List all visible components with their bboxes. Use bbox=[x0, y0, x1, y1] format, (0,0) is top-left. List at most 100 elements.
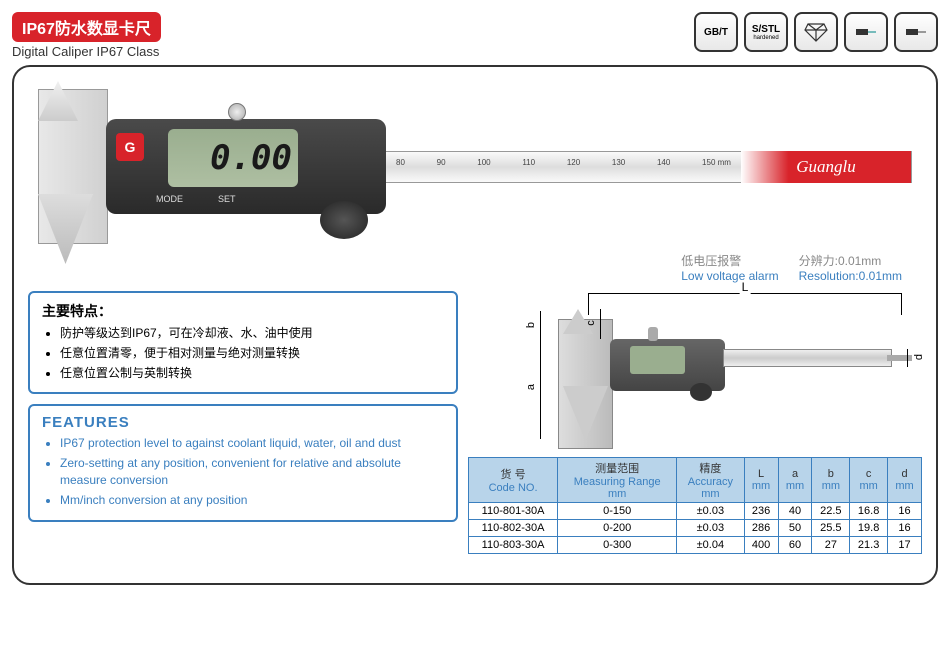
feature-cn-item: 任意位置清零，便于相对测量与绝对测量转换 bbox=[60, 345, 444, 362]
badge-gbt: GB/T bbox=[694, 12, 738, 52]
spec-lv-cn: 低电压报警 bbox=[681, 252, 778, 269]
cell-b: 25.5 bbox=[812, 520, 850, 537]
dim-line-c bbox=[600, 309, 614, 339]
main-frame: 80 90 100 110 120 130 140 150 mm Guanglu… bbox=[12, 65, 938, 585]
features-cn-box: 主要特点： 防护等级达到IP67，可在冷却液、水、油中使用 任意位置清零，便于相… bbox=[28, 291, 458, 394]
features-en-title: FEATURES bbox=[42, 414, 444, 431]
feature-cn-item: 防护等级达到IP67，可在冷却液、水、油中使用 bbox=[60, 325, 444, 342]
spec-lowvoltage: 低电压报警 Low voltage alarm bbox=[681, 252, 778, 283]
beam: 80 90 100 110 120 130 140 150 mm Guanglu bbox=[383, 151, 912, 183]
dim-line-L: L bbox=[588, 293, 902, 309]
th-b: bmm bbox=[812, 458, 850, 503]
cell-L: 400 bbox=[744, 537, 778, 554]
feature-en-item: Mm/inch conversion at any position bbox=[60, 492, 444, 509]
cell-d: 17 bbox=[888, 537, 922, 554]
cell-L: 286 bbox=[744, 520, 778, 537]
dim-label-c: c bbox=[585, 320, 597, 326]
cell-c: 21.3 bbox=[850, 537, 888, 554]
scale-mark: 120 bbox=[567, 158, 580, 167]
mode-button-label: MODE bbox=[156, 194, 183, 204]
cell-acc: ±0.04 bbox=[677, 537, 744, 554]
cell-code: 110-802-30A bbox=[469, 520, 558, 537]
features-column: 主要特点： 防护等级达到IP67，可在冷却液、水、油中使用 任意位置清零，便于相… bbox=[28, 291, 458, 522]
dimension-diagram: L b c a d bbox=[468, 291, 922, 451]
lcd-screen: 0.00 bbox=[168, 129, 298, 187]
features-cn-title: 主要特点： bbox=[42, 301, 444, 321]
scale-mark: 80 bbox=[396, 158, 405, 167]
dim-label-L: L bbox=[740, 280, 751, 294]
dim-line-a bbox=[540, 339, 554, 439]
th-L: Lmm bbox=[744, 458, 778, 503]
cell-acc: ±0.03 bbox=[677, 520, 744, 537]
th-code: 货 号Code NO. bbox=[469, 458, 558, 503]
scale-mark: 100 bbox=[477, 158, 490, 167]
brand-label: Guanglu bbox=[796, 157, 856, 177]
cell-d: 16 bbox=[888, 503, 922, 520]
spec-resolution: 分辨力:0.01mm Resolution:0.01mm bbox=[799, 252, 902, 283]
diagram-lcd bbox=[630, 346, 685, 374]
dim-label-a: a bbox=[525, 384, 537, 390]
badge-diamond bbox=[794, 12, 838, 52]
spec-table: 货 号Code NO. 测量范围Measuring Rangemm 精度Accu… bbox=[468, 457, 922, 554]
badge-sstl: S/STLhardened bbox=[744, 12, 788, 52]
spec-res-en: Resolution:0.01mm bbox=[799, 269, 902, 283]
cell-b: 22.5 bbox=[812, 503, 850, 520]
th-acc: 精度Accuracymm bbox=[677, 458, 744, 503]
header-row: IP67防水数显卡尺 Digital Caliper IP67 Class GB… bbox=[12, 12, 938, 59]
jaw1-icon bbox=[854, 22, 878, 42]
badges: GB/T S/STLhardened bbox=[694, 12, 938, 52]
feature-en-item: Zero-setting at any position, convenient… bbox=[60, 455, 444, 489]
cell-b: 27 bbox=[812, 537, 850, 554]
scale-mark: 90 bbox=[437, 158, 446, 167]
cell-c: 19.8 bbox=[850, 520, 888, 537]
scale-mark: 140 bbox=[657, 158, 670, 167]
cell-code: 110-801-30A bbox=[469, 503, 558, 520]
cell-range: 0-150 bbox=[558, 503, 677, 520]
lcd-value: 0.00 bbox=[210, 138, 292, 178]
table-row: 110-801-30A 0-150 ±0.03 236 40 22.5 16.8… bbox=[469, 503, 922, 520]
lock-screw-icon bbox=[228, 103, 246, 121]
cell-a: 40 bbox=[778, 503, 812, 520]
th-a: amm bbox=[778, 458, 812, 503]
th-d: dmm bbox=[888, 458, 922, 503]
scale-mark: 130 bbox=[612, 158, 625, 167]
spec-header-row: 货 号Code NO. 测量范围Measuring Rangemm 精度Accu… bbox=[469, 458, 922, 503]
badge-gbt-label: GB/T bbox=[704, 27, 728, 38]
beam-brand-strip: Guanglu bbox=[741, 151, 911, 183]
feature-en-item: IP67 protection level to against coolant… bbox=[60, 435, 444, 452]
set-button-label: SET bbox=[218, 194, 236, 204]
spec-res-cn: 分辨力:0.01mm bbox=[799, 252, 902, 269]
cell-d: 16 bbox=[888, 520, 922, 537]
features-cn-list: 防护等级达到IP67，可在冷却液、水、油中使用 任意位置清零，便于相对测量与绝对… bbox=[42, 325, 444, 381]
jaw2-icon bbox=[904, 22, 928, 42]
dim-label-b: b bbox=[525, 322, 537, 328]
scale-mark: 150 mm bbox=[702, 158, 731, 167]
badge-sstl-label: S/STL bbox=[752, 24, 780, 35]
title-cn: IP67防水数显卡尺 bbox=[12, 12, 161, 42]
cell-L: 236 bbox=[744, 503, 778, 520]
spec-tbody: 110-801-30A 0-150 ±0.03 236 40 22.5 16.8… bbox=[469, 503, 922, 554]
diagram-beam bbox=[723, 349, 892, 367]
right-column: L b c a d 货 号Code NO. 测量范围Me bbox=[468, 291, 922, 554]
badge-sstl-sub: hardened bbox=[753, 35, 778, 41]
cell-range: 0-300 bbox=[558, 537, 677, 554]
th-c: cmm bbox=[850, 458, 888, 503]
diagram-lockscrew bbox=[648, 327, 658, 341]
badge-jaw1 bbox=[844, 12, 888, 52]
features-en-box: FEATURES IP67 protection level to agains… bbox=[28, 404, 458, 521]
inline-specs: 低电压报警 Low voltage alarm 分辨力:0.01mm Resol… bbox=[28, 252, 902, 283]
scale-mark: 110 bbox=[522, 158, 535, 167]
title-en: Digital Caliper IP67 Class bbox=[12, 44, 161, 59]
dim-label-d: d bbox=[913, 354, 925, 360]
cell-c: 16.8 bbox=[850, 503, 888, 520]
cell-a: 50 bbox=[778, 520, 812, 537]
cell-acc: ±0.03 bbox=[677, 503, 744, 520]
caliper-photo: 80 90 100 110 120 130 140 150 mm Guanglu… bbox=[28, 81, 922, 246]
dim-line-d bbox=[894, 349, 908, 367]
cell-code: 110-803-30A bbox=[469, 537, 558, 554]
thumb-wheel-icon bbox=[320, 201, 368, 239]
cell-range: 0-200 bbox=[558, 520, 677, 537]
scale-numbers: 80 90 100 110 120 130 140 150 mm bbox=[396, 158, 731, 167]
th-range: 测量范围Measuring Rangemm bbox=[558, 458, 677, 503]
brand-logo-icon: G bbox=[116, 133, 144, 161]
